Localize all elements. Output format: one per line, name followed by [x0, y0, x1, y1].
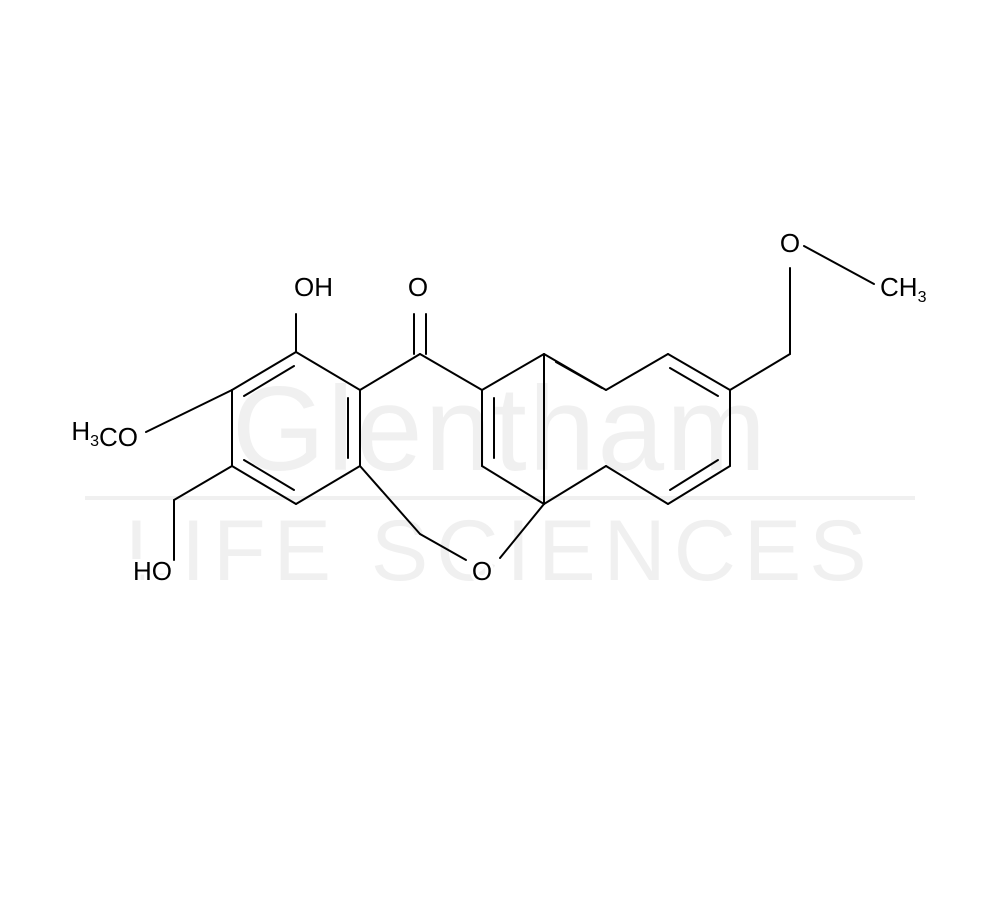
chemical-structure-diagram: GlenthamLIFE SCIENCES OHOHOOOOHOHOH3COH3…: [0, 0, 1000, 900]
bond: [174, 466, 232, 500]
bond: [804, 246, 874, 284]
atom-label-O_ring: O: [472, 556, 492, 586]
atom-label-O_aryl: O: [780, 228, 800, 258]
bond: [146, 390, 232, 432]
watermark: GlenthamLIFE SCIENCES: [85, 362, 915, 599]
atom-label-OH_top: OH: [294, 272, 333, 302]
atom-label-O_keto: O: [408, 272, 428, 302]
atom-label-HO_bottom: HO: [133, 556, 172, 586]
atom-label-CH3_right: CH3: [880, 272, 927, 306]
atom-label-H3CO_left: H3CO: [71, 416, 138, 452]
watermark-tagline: LIFE SCIENCES: [125, 503, 874, 599]
